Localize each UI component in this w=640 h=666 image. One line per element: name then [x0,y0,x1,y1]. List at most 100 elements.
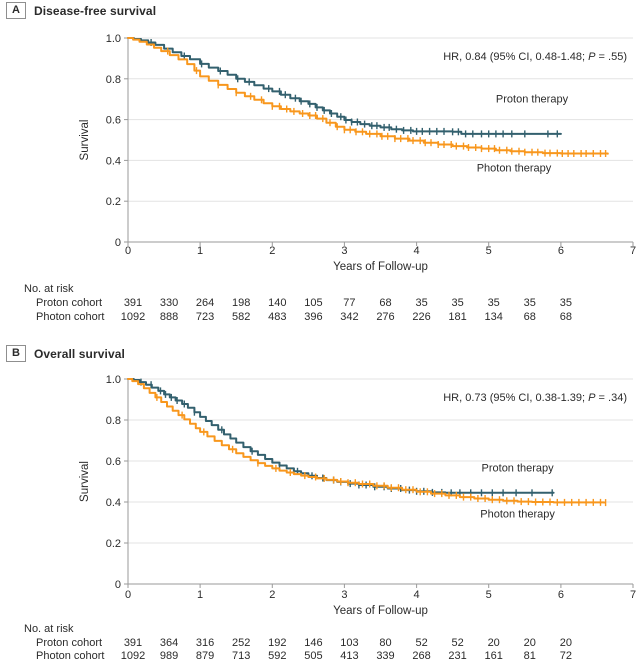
risk-value: 413 [340,650,358,662]
risk-value: 52 [415,637,427,649]
risk-value: 505 [304,650,322,662]
photon-curve [127,378,606,504]
panel-a-chart: 1.0 0.8 0.6 0.4 0.2 00 1 2 3 4 5 6 7 Years of Follow-… [24,33,636,323]
x-tick-label: 4 [414,589,420,601]
y-tick-label: 0.8 [106,74,121,86]
risk-value: 68 [524,311,536,323]
risk-value: 52 [451,637,463,649]
photon-censor-marks [166,47,607,157]
risk-value: 80 [379,637,391,649]
proton-series-label: Proton therapy [482,462,555,474]
y-tick-label: 0.2 [106,196,121,208]
y-tick-label: 0.8 [106,415,121,427]
panel-a-header: A Disease-free survival [6,2,156,19]
risk-value: 35 [524,297,536,309]
risk-value: 198 [232,297,250,309]
risk-value: 68 [560,311,572,323]
risk-value: 989 [160,650,178,662]
photon-series-label: Photon therapy [480,508,555,520]
x-tick-label: 3 [341,245,347,257]
risk-value: 134 [485,311,503,323]
risk-value: 713 [232,650,250,662]
panel-b-header: B Overall survival [6,345,125,362]
risk-value: 226 [412,311,430,323]
risk-row-label: Proton cohort [36,637,102,649]
risk-value: 20 [524,637,536,649]
risk-value: 20 [488,637,500,649]
risk-value: 20 [560,637,572,649]
risk-value: 582 [232,311,250,323]
risk-value: 1092 [121,650,145,662]
x-tick-label: 7 [630,589,636,601]
x-tick-label: 1 [197,589,203,601]
hr-annotation: HR, 0.73 (95% CI, 0.38-1.39; P = .34) [443,392,627,404]
x-tick-label: 3 [341,589,347,601]
risk-value: 391 [124,297,142,309]
x-tick-label: 0 [125,589,131,601]
x-tick-label: 4 [414,245,420,257]
risk-value: 391 [124,637,142,649]
x-tick-label: 0 [125,245,131,257]
y-tick-label: 0.4 [106,497,121,509]
risk-value: 161 [485,650,503,662]
risk-value: 81 [524,650,536,662]
risk-value: 396 [304,311,322,323]
y-tick-label: 0 [115,579,121,591]
photon-series-label: Photon therapy [477,163,552,175]
risk-value: 231 [448,650,466,662]
risk-value: 68 [379,297,391,309]
y-tick-label: 0.6 [106,456,121,468]
x-tick-label: 2 [269,245,275,257]
risk-row-label: Proton cohort [36,297,102,309]
risk-value: 146 [304,637,322,649]
x-tick-label: 6 [558,589,564,601]
risk-value: 72 [560,650,572,662]
panel-a-title: Disease-free survival [33,3,157,18]
y-axis-title: Survival [79,461,91,502]
panel-b-chart: 1.0 0.8 0.6 0.4 0.2 00 1 2 3 4 5 6 7 Years of Follow-… [24,374,636,662]
y-axis-title: Survival [79,120,91,161]
photon-curve [127,37,609,155]
x-tick-label: 1 [197,245,203,257]
risk-value: 592 [268,650,286,662]
photon-censor-marks [156,393,607,507]
y-tick-label: 0 [115,237,121,249]
hr-annotation: HR, 0.84 (95% CI, 0.48-1.48; P = .55) [443,51,627,63]
proton-censor-marks [150,39,558,138]
panel-b-letter: B [6,345,26,362]
risk-value: 879 [196,650,214,662]
x-tick-label: 6 [558,245,564,257]
y-tick-label: 1.0 [106,374,121,386]
y-tick-label: 0.6 [106,115,121,127]
risk-value: 364 [160,637,178,649]
x-axis-title: Years of Follow-up [333,261,428,273]
risk-value: 181 [448,311,466,323]
panel-a-letter: A [6,2,26,19]
risk-row-label: Photon cohort [36,311,105,323]
risk-value: 252 [232,637,250,649]
risk-value: 35 [560,297,572,309]
risk-value: 264 [196,297,214,309]
risk-value: 103 [340,637,358,649]
risk-value: 140 [268,297,286,309]
y-tick-label: 0.2 [106,538,121,550]
risk-value: 35 [488,297,500,309]
risk-row-label: Photon cohort [36,650,105,662]
risk-value: 77 [343,297,355,309]
proton-series-label: Proton therapy [496,93,569,105]
risk-value: 342 [340,311,358,323]
risk-value: 192 [268,637,286,649]
risk-value: 339 [376,650,394,662]
risk-value: 1092 [121,311,145,323]
risk-heading: No. at risk [24,623,74,635]
risk-value: 268 [412,650,430,662]
panel-b-title: Overall survival [33,346,125,361]
risk-value: 316 [196,637,214,649]
risk-value: 105 [304,297,322,309]
x-axis-title: Years of Follow-up [333,605,428,617]
x-tick-label: 2 [269,589,275,601]
y-tick-label: 0.4 [106,155,121,167]
risk-value: 276 [376,311,394,323]
proton-curve [127,37,562,135]
